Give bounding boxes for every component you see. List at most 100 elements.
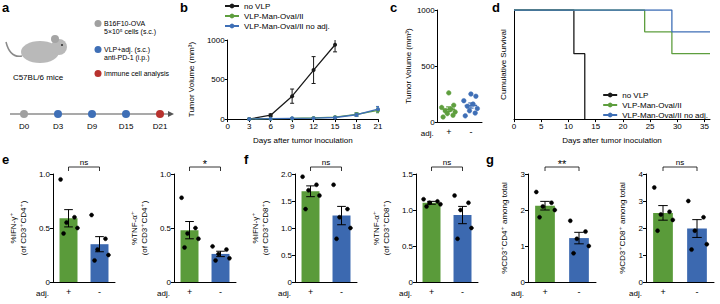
svg-text:+: + (446, 127, 451, 137)
svg-text:500: 500 (421, 62, 435, 71)
svg-text:500: 500 (211, 75, 225, 84)
svg-text:adj.: adj. (629, 289, 642, 298)
svg-text:-: - (98, 287, 101, 297)
svg-text:15: 15 (331, 122, 340, 131)
svg-text:-: - (219, 287, 222, 297)
svg-text:VLP-Man-OvaI/II: VLP-Man-OvaI/II (622, 101, 682, 110)
svg-text:-: - (469, 127, 472, 137)
svg-text:ns: ns (322, 158, 330, 167)
svg-text:ns: ns (443, 158, 451, 167)
svg-text:VLP-Man-OvaI/II no adj.: VLP-Man-OvaI/II no adj. (622, 111, 708, 120)
svg-text:1.0: 1.0 (281, 224, 293, 233)
svg-text:0: 0 (639, 278, 644, 287)
svg-text:25: 25 (646, 122, 655, 131)
svg-text:0: 0 (225, 122, 230, 131)
svg-text:0: 0 (430, 118, 435, 127)
svg-text:Days after tumor inoculation: Days after tumor inoculation (253, 136, 353, 145)
svg-text:12: 12 (309, 122, 318, 131)
svg-text:-: - (461, 287, 464, 297)
svg-text:D15: D15 (119, 122, 134, 131)
svg-text:4: 4 (639, 170, 644, 179)
svg-text:D0: D0 (19, 122, 30, 131)
svg-text:(of CD3⁺CD8⁺): (of CD3⁺CD8⁺) (261, 200, 270, 255)
svg-text:0: 0 (512, 122, 517, 131)
svg-text:VLP+adj. (s.c.)anti-PD-1 (i.p.: VLP+adj. (s.c.)anti-PD-1 (i.p.) (104, 46, 150, 62)
svg-text:%TNF-α⁺: %TNF-α⁺ (130, 211, 139, 245)
svg-text:no VLP: no VLP (622, 91, 648, 100)
svg-text:0: 0 (288, 278, 293, 287)
svg-text:+: + (187, 287, 192, 297)
svg-text:10: 10 (564, 122, 573, 131)
svg-text:-: - (340, 287, 343, 297)
svg-text:-: - (696, 287, 699, 297)
svg-text:adj.: adj. (399, 289, 412, 298)
svg-text:adj.: adj. (511, 289, 524, 298)
svg-text:18: 18 (352, 122, 361, 131)
svg-text:Tumor Volume (mm³): Tumor Volume (mm³) (187, 42, 196, 118)
svg-text:+: + (660, 287, 665, 297)
svg-text:1.5: 1.5 (402, 170, 414, 179)
svg-text:*: * (203, 158, 208, 170)
svg-text:%IFN-γ⁺: %IFN-γ⁺ (9, 213, 18, 244)
svg-text:21: 21 (374, 122, 383, 131)
svg-text:0.5: 0.5 (160, 224, 172, 233)
svg-text:(of CD3⁺CD8⁺): (of CD3⁺CD8⁺) (382, 200, 391, 255)
svg-text:+: + (66, 287, 71, 297)
svg-text:2: 2 (521, 206, 526, 215)
svg-text:%CD3⁺CD8⁺ among total: %CD3⁺CD8⁺ among total (618, 182, 627, 274)
svg-text:%IFN-γ⁺: %IFN-γ⁺ (251, 213, 260, 244)
svg-text:ns: ns (80, 158, 88, 167)
svg-text:+: + (429, 287, 434, 297)
svg-text:1.0: 1.0 (160, 170, 172, 179)
svg-text:%TNF-α⁺: %TNF-α⁺ (372, 211, 381, 245)
svg-text:adj.: adj. (36, 289, 49, 298)
svg-text:C57BL/6 mice: C57BL/6 mice (13, 73, 64, 82)
svg-text:1.5: 1.5 (281, 197, 293, 206)
svg-text:Days after tumor inoculation: Days after tumor inoculation (562, 136, 662, 145)
svg-text:1.0: 1.0 (402, 206, 414, 215)
svg-text:-: - (578, 287, 581, 297)
svg-text:VLP-Man-OvaI/II: VLP-Man-OvaI/II (244, 12, 304, 21)
svg-text:adj.: adj. (278, 289, 291, 298)
svg-text:0: 0 (46, 278, 51, 287)
svg-text:20: 20 (618, 122, 627, 131)
svg-text:VLP-Man-OvaI/II no adj.: VLP-Man-OvaI/II no adj. (244, 22, 330, 31)
svg-text:1: 1 (521, 242, 526, 251)
svg-text:3: 3 (639, 197, 644, 206)
svg-text:2.0: 2.0 (281, 170, 293, 179)
svg-text:Tumor Volume (mm³): Tumor Volume (mm³) (404, 28, 413, 104)
svg-text:1000: 1000 (207, 36, 225, 45)
svg-text:%CD3⁺CD4⁺ among total: %CD3⁺CD4⁺ among total (500, 182, 509, 274)
svg-text:3: 3 (247, 122, 252, 131)
svg-text:1: 1 (639, 251, 644, 260)
svg-text:2: 2 (639, 224, 644, 233)
svg-text:+: + (542, 287, 547, 297)
svg-text:D9: D9 (87, 122, 98, 131)
svg-text:0: 0 (167, 278, 172, 287)
svg-text:(of CD3⁺CD4⁺): (of CD3⁺CD4⁺) (19, 200, 28, 255)
svg-text:0.5: 0.5 (39, 224, 51, 233)
svg-text:adj.: adj. (157, 289, 170, 298)
svg-text:0: 0 (521, 278, 526, 287)
svg-text:0: 0 (409, 278, 414, 287)
svg-text:6: 6 (268, 122, 273, 131)
svg-text:15: 15 (591, 122, 600, 131)
svg-text:D3: D3 (53, 122, 64, 131)
svg-text:adj.: adj. (421, 129, 434, 138)
svg-text:Cumulative Survival: Cumulative Survival (499, 29, 508, 100)
svg-text:35: 35 (700, 122, 709, 131)
svg-text:no VLP: no VLP (244, 2, 270, 11)
svg-text:0.5: 0.5 (281, 251, 293, 260)
svg-text:+: + (308, 287, 313, 297)
svg-text:B16F10-OVA5×10⁵ cells (s.c.): B16F10-OVA5×10⁵ cells (s.c.) (104, 20, 156, 36)
svg-text:(of CD3⁺CD4⁺): (of CD3⁺CD4⁺) (140, 200, 149, 255)
svg-text:D21: D21 (153, 122, 168, 131)
svg-text:Immune cell analysis: Immune cell analysis (104, 70, 169, 78)
svg-text:5: 5 (539, 122, 544, 131)
svg-text:3: 3 (521, 170, 526, 179)
svg-text:0.5: 0.5 (402, 242, 414, 251)
svg-text:1000: 1000 (417, 6, 435, 15)
svg-text:9: 9 (290, 122, 295, 131)
svg-text:**: ** (558, 158, 567, 170)
svg-text:30: 30 (673, 122, 682, 131)
